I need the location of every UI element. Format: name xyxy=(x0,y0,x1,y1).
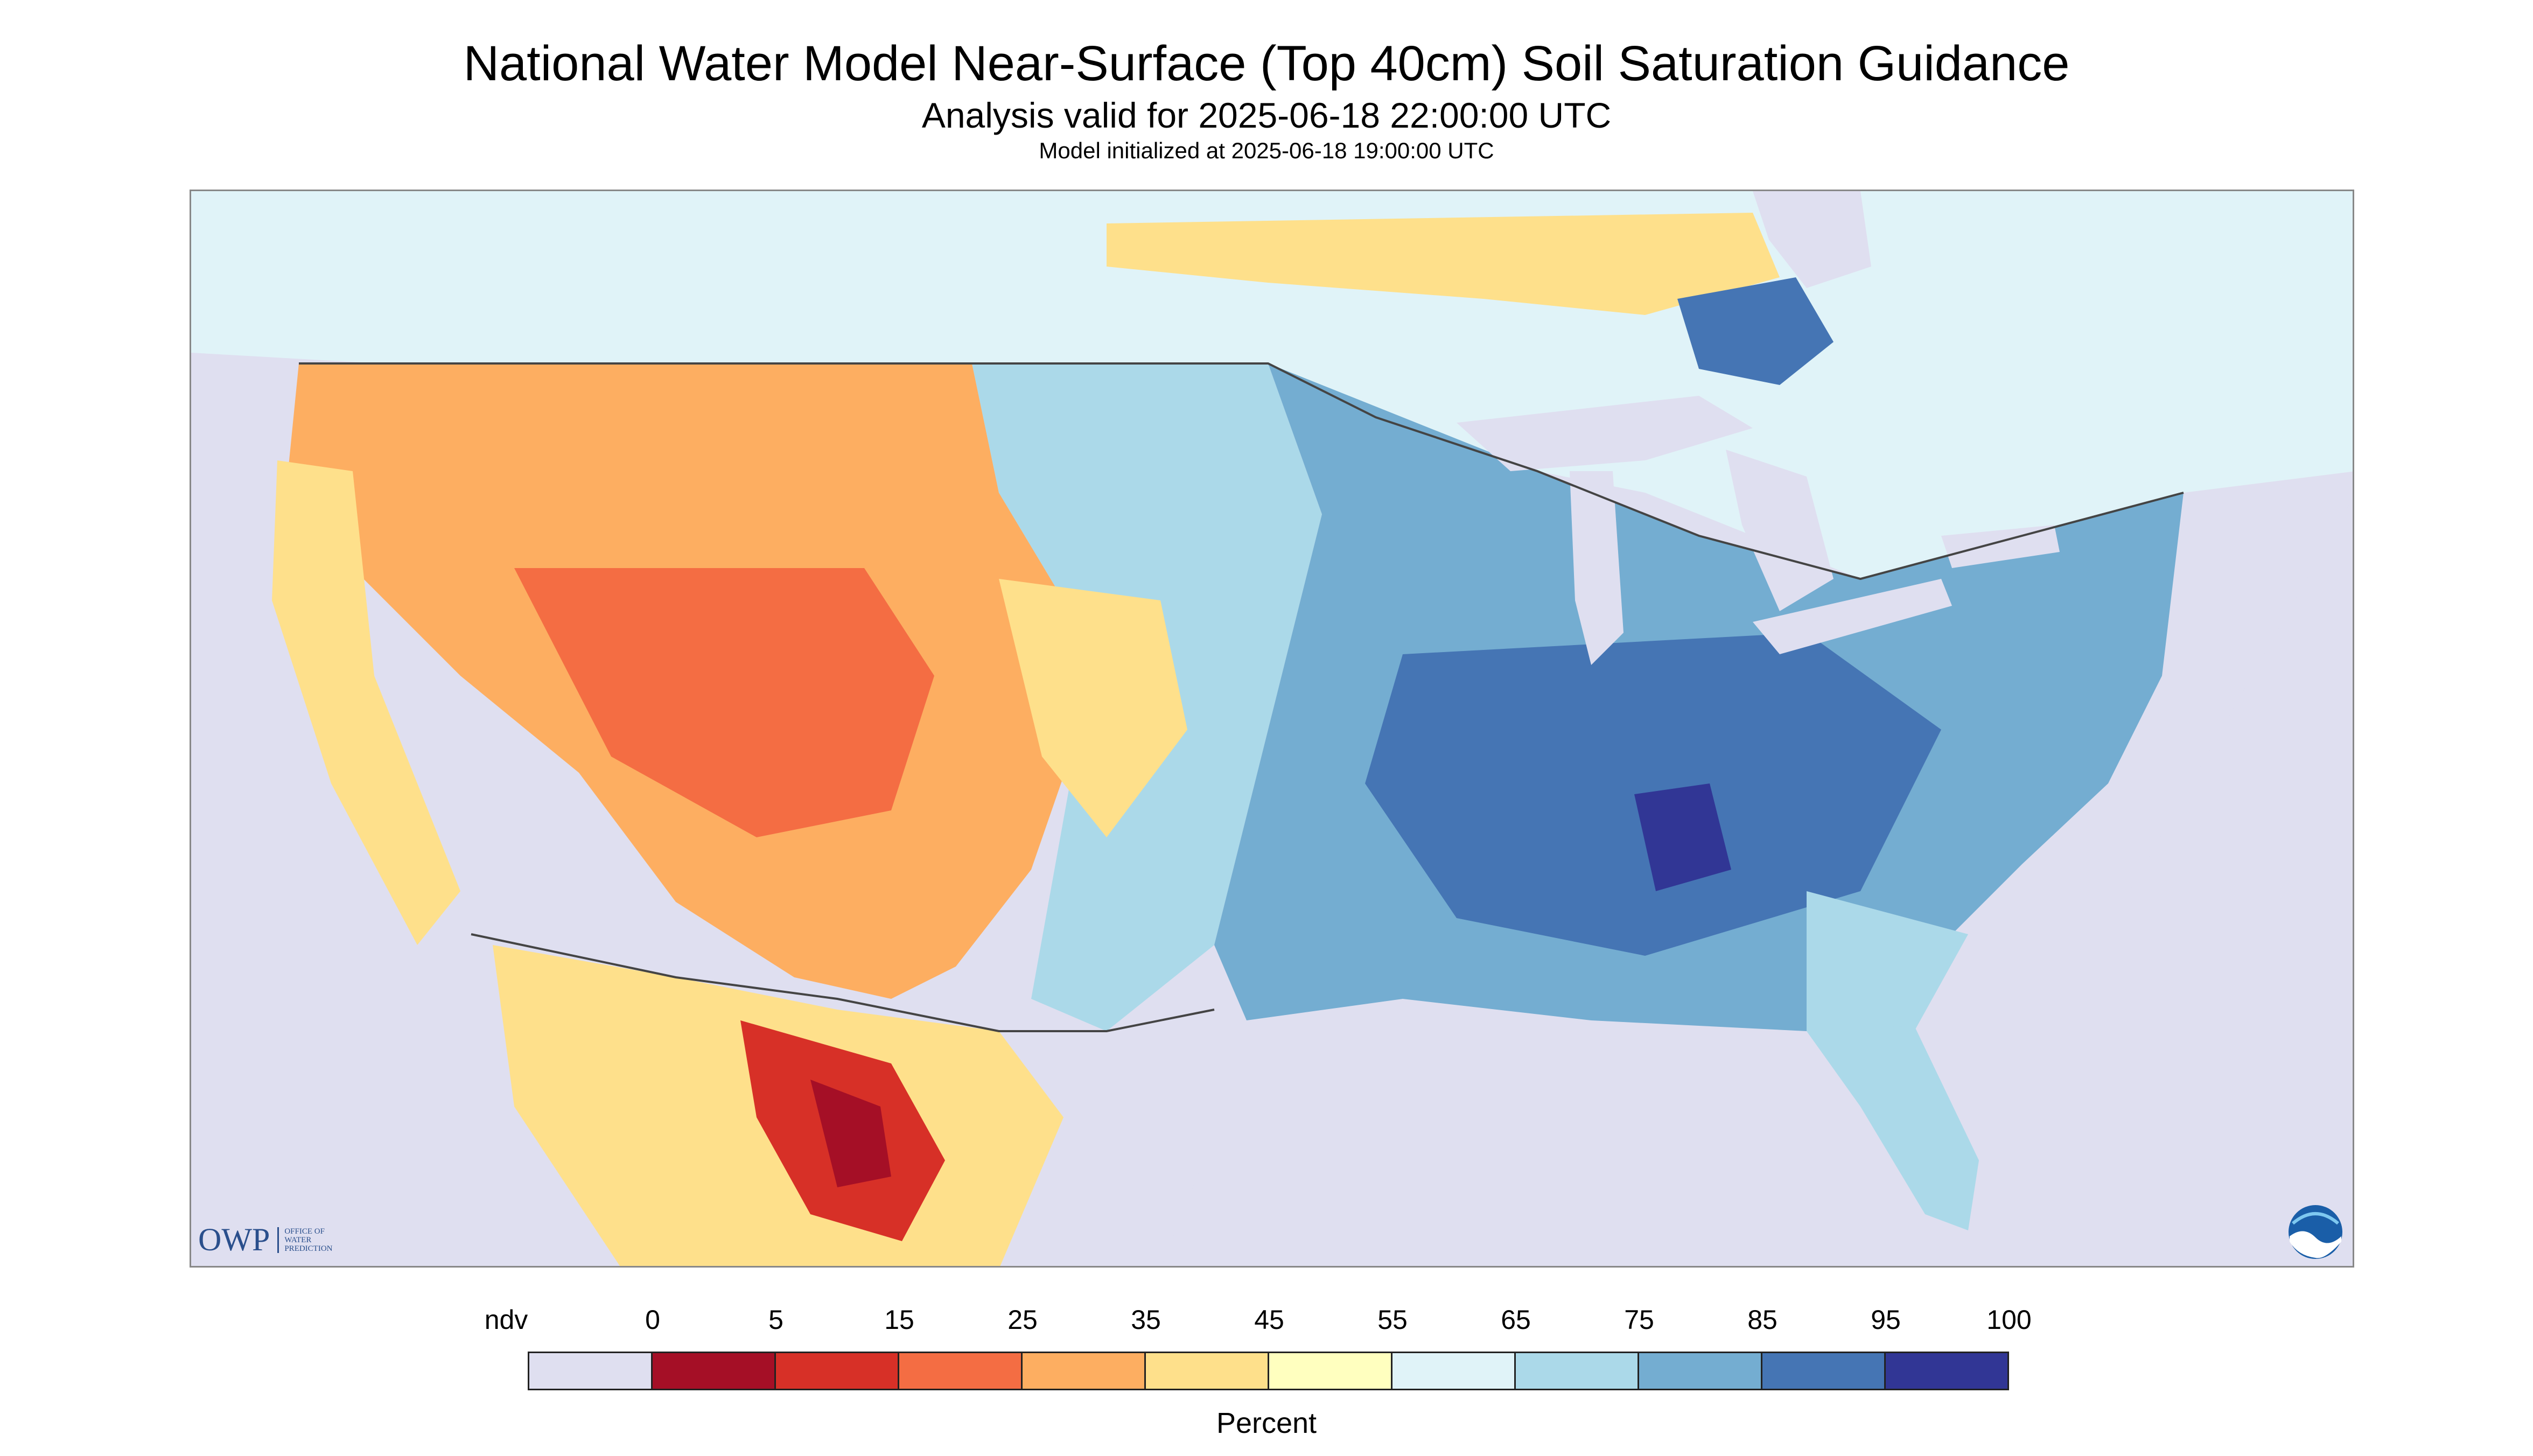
legend-swatch xyxy=(776,1353,899,1389)
gulf-water xyxy=(1161,1010,1999,1266)
us-canada-border xyxy=(299,362,2184,580)
legend-colorbar xyxy=(528,1352,2009,1390)
us-mexico-border xyxy=(471,933,1215,1032)
soil-saturation-map xyxy=(190,190,2354,1268)
legend-tick-label: 45 xyxy=(1254,1305,1284,1335)
legend-tick-label: 35 xyxy=(1131,1305,1161,1335)
four-corners-dry xyxy=(514,568,934,837)
hudson-bay xyxy=(1753,191,1871,288)
legend-tick-label: 85 xyxy=(1747,1305,1778,1335)
legend-tick-label: 95 xyxy=(1871,1305,1901,1335)
map-title: National Water Model Near-Surface (Top 4… xyxy=(463,36,2070,91)
owp-logo: OWP OFFICE OF WATER PREDICTION xyxy=(198,1221,333,1258)
legend-tick-label: 65 xyxy=(1501,1305,1531,1335)
owp-logo-subtext: OFFICE OF WATER PREDICTION xyxy=(277,1227,333,1253)
owp-line-1: OFFICE OF xyxy=(284,1227,325,1236)
lake-erie xyxy=(1753,579,1952,654)
plains-yellow-patch xyxy=(999,579,1187,837)
lake-huron xyxy=(1726,450,1834,611)
legend-unit-label: Percent xyxy=(1216,1407,1317,1439)
atlantic-water xyxy=(2002,498,2353,1266)
legend-swatch xyxy=(899,1353,1023,1389)
legend-swatch xyxy=(1639,1353,1762,1389)
lake-ontario xyxy=(1941,525,2060,568)
legend-swatch xyxy=(1762,1353,1886,1389)
legend-swatch xyxy=(1023,1353,1146,1389)
owp-logo-letters: OWP xyxy=(198,1222,270,1257)
legend-tick-label: 15 xyxy=(884,1305,914,1335)
legend-tick-label: ndv xyxy=(484,1305,528,1335)
lake-superior xyxy=(1457,396,1753,471)
legend-swatch xyxy=(653,1353,776,1389)
model-init-line: Model initialized at 2025-06-18 19:00:00… xyxy=(1039,138,1494,163)
legend-tick-label: 75 xyxy=(1624,1305,1654,1335)
pacific-coast-light xyxy=(272,460,460,945)
owp-line-2: WATER xyxy=(284,1235,312,1244)
canada-land xyxy=(191,191,2353,579)
valid-time-subtitle: Analysis valid for 2025-06-18 22:00:00 U… xyxy=(921,95,1612,135)
legend-tick-label: 55 xyxy=(1377,1305,1408,1335)
legend-swatch xyxy=(1269,1353,1393,1389)
legend-tick-label: 100 xyxy=(1986,1305,2032,1335)
map-canvas xyxy=(191,191,2353,1266)
mexico-core-dry xyxy=(810,1080,891,1187)
legend-swatch xyxy=(529,1353,653,1389)
lower-mississippi-wettest xyxy=(1634,783,1731,891)
legend-tick-label: 25 xyxy=(1007,1305,1038,1335)
pacific-water xyxy=(191,568,470,1266)
noaa-logo-icon xyxy=(2289,1205,2342,1259)
legend-swatch xyxy=(1516,1353,1639,1389)
canada-yellow-band xyxy=(1107,213,1780,315)
owp-line-3: PREDICTION xyxy=(284,1244,333,1253)
florida xyxy=(1807,1026,1979,1230)
legend-swatch xyxy=(1886,1353,2007,1389)
legend-tick-label: 0 xyxy=(645,1305,660,1335)
lake-michigan xyxy=(1570,471,1624,665)
southeast-coastal-light xyxy=(1807,891,1968,1031)
canada-wet-patch xyxy=(1677,277,1834,385)
legend-swatch xyxy=(1146,1353,1269,1389)
legend-tick-label: 5 xyxy=(768,1305,783,1335)
legend-swatch xyxy=(1393,1353,1516,1389)
